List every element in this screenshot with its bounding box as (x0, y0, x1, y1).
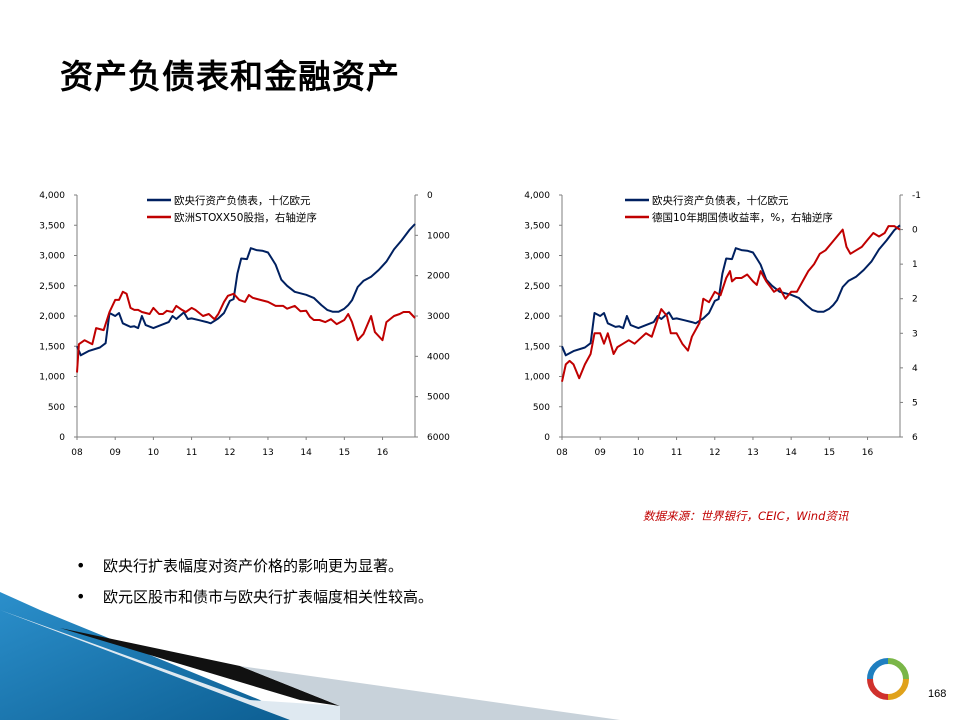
left-tick-label: 0 (59, 433, 65, 443)
right-tick-label: 1 (912, 260, 918, 270)
left-tick-label: 1,500 (39, 342, 65, 352)
bullet-item: 欧央行扩表幅度对资产价格的影响更为显著。 (76, 552, 433, 583)
right-tick-label: -1 (912, 191, 921, 201)
x-tick-label: 14 (785, 448, 797, 458)
right-tick-label: 2 (912, 295, 918, 305)
chart-balance-sheet-vs-stoxx50: 4,0003,5003,0002,5002,0001,5001,00050000… (39, 191, 450, 458)
series-line-2 (76, 290, 416, 373)
left-tick-label: 3,500 (39, 221, 65, 231)
right-tick-label: 4000 (427, 352, 450, 362)
right-tick-label: 3 (912, 329, 918, 339)
left-tick-label: 1,000 (39, 373, 65, 383)
x-tick-label: 10 (633, 448, 645, 458)
x-tick-label: 08 (71, 448, 83, 458)
right-tick-label: 5 (912, 398, 918, 408)
x-tick-label: 09 (109, 448, 121, 458)
left-tick-label: 3,000 (39, 252, 65, 262)
page-number: 168 (928, 688, 947, 700)
x-tick-label: 13 (747, 448, 758, 458)
chart-balance-sheet-vs-bund-yield: 4,000 3,500 3,000 2,500 2,000 1,500 1,000 500 0 -… (524, 191, 921, 458)
right-tick-label: 4 (912, 364, 918, 374)
swoosh-black-band (60, 628, 340, 706)
x-tick-label: 12 (709, 448, 720, 458)
x-tick-label: 11 (671, 448, 682, 458)
x-tick-label: 16 (377, 448, 389, 458)
right-tick-label: 5000 (427, 393, 450, 403)
x-tick-label: 16 (862, 448, 874, 458)
right-tick-label: 1000 (427, 231, 450, 241)
right-tick-label: 0 (912, 226, 918, 236)
data-source-note: 数据来源：世界银行，CEIC，Wind资讯 (643, 509, 849, 523)
right-tick-label: 0 (427, 191, 433, 201)
left-tick-label: 4,000 (524, 191, 550, 201)
left-tick-label: 4,000 (39, 191, 65, 201)
x-tick-label: 12 (224, 448, 235, 458)
x-tick-label: 08 (556, 448, 568, 458)
right-tick-label: 3000 (427, 312, 450, 322)
series-line-2 (561, 225, 901, 382)
bullet-list: 欧央行扩表幅度对资产价格的影响更为显著。 欧元区股市和债市与欧央行扩表幅度相关性… (76, 552, 433, 614)
legend-label: 德国10年期国债收益率，%，右轴逆序 (652, 211, 833, 224)
right-tick-label: 6 (912, 433, 918, 443)
x-tick-label: 13 (262, 448, 273, 458)
left-tick-label: 2,500 (524, 282, 550, 292)
left-tick-label: 2,000 (524, 312, 550, 322)
x-tick-label: 14 (300, 448, 312, 458)
left-tick-label: 500 (48, 403, 65, 413)
left-tick-label: 2,000 (39, 312, 65, 322)
x-tick-label: 11 (186, 448, 197, 458)
legend-label: 欧央行资产负债表，十亿欧元 (174, 194, 311, 207)
left-tick-label: 3,000 (524, 252, 550, 262)
x-tick-label: 10 (148, 448, 160, 458)
legend-label: 欧洲STOXX50股指，右轴逆序 (174, 211, 317, 224)
company-logo (867, 658, 909, 700)
x-tick-label: 15 (824, 448, 835, 458)
swoosh-blue-band (0, 592, 290, 720)
series-line-1 (561, 224, 901, 357)
x-tick-label: 09 (594, 448, 606, 458)
page-title: 资产负债表和金融资产 (60, 57, 400, 96)
left-tick-label: 3,500 (524, 221, 550, 231)
left-tick-label: 2,500 (39, 282, 65, 292)
left-tick-label: 0 (544, 433, 550, 443)
series-line-1 (76, 223, 416, 357)
left-tick-label: 1,500 (524, 342, 550, 352)
legend-label: 欧央行资产负债表，十亿欧元 (652, 194, 789, 207)
left-tick-label: 1,000 (524, 373, 550, 383)
right-tick-label: 2000 (427, 272, 450, 282)
right-tick-label: 6000 (427, 433, 450, 443)
left-tick-label: 500 (533, 403, 550, 413)
bullet-item: 欧元区股市和债市与欧央行扩表幅度相关性较高。 (76, 583, 433, 614)
swoosh-gray-band (240, 666, 620, 720)
x-tick-label: 15 (339, 448, 350, 458)
